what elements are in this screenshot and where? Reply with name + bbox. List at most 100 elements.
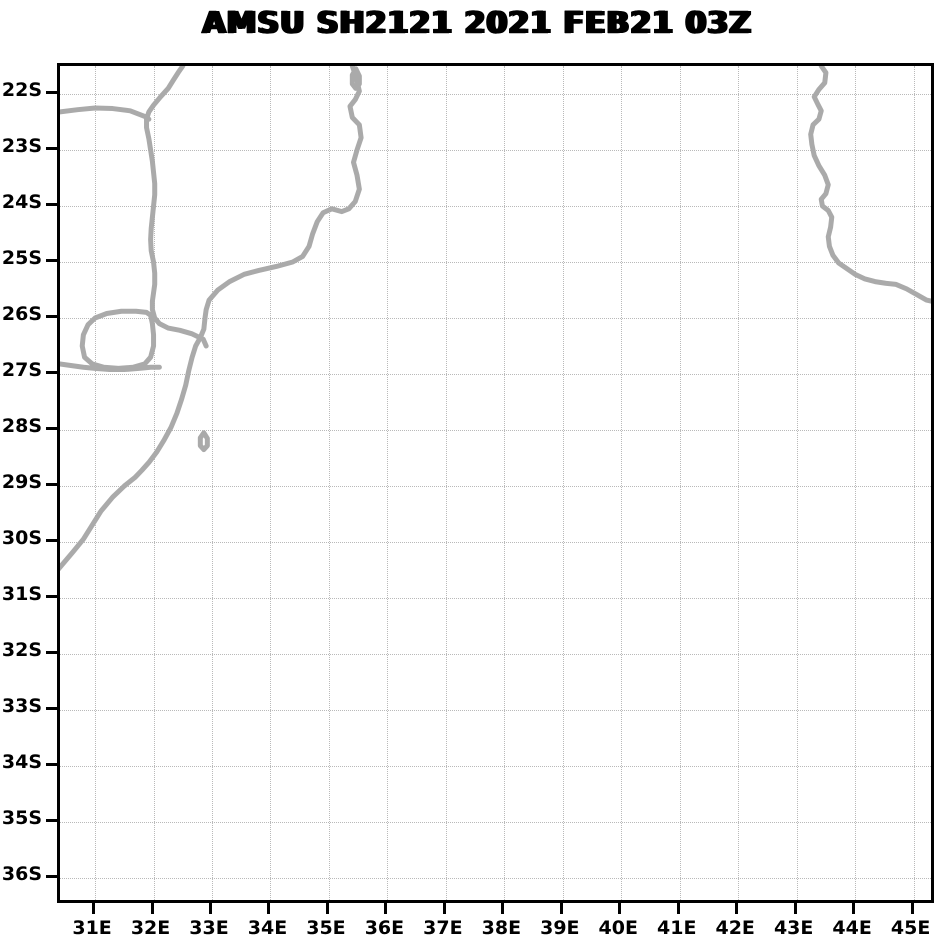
y-tick-24s [46, 203, 57, 206]
x-axis-label-42e: 42E [715, 917, 755, 939]
gridline-lon-36e [387, 66, 389, 900]
y-axis-label-32s: 32S [1, 639, 42, 661]
x-axis-label-40e: 40E [598, 917, 638, 939]
y-tick-32s [46, 651, 57, 654]
gridline-lon-35e [328, 66, 330, 900]
y-axis-label-33s: 33S [1, 695, 42, 717]
x-tick-31e [92, 903, 96, 914]
x-axis-label-35e: 35E [306, 917, 346, 939]
gridline-lat-28s [60, 430, 931, 431]
y-tick-25s [46, 259, 57, 262]
gridline-lat-36s [60, 878, 931, 879]
x-tick-33e [209, 903, 212, 914]
coastline-layer [60, 66, 931, 572]
gridline-lon-45e [913, 66, 915, 900]
y-axis-label-31s: 31S [1, 583, 42, 605]
border-zambezi-west [60, 105, 152, 122]
gridline-lon-41e [679, 66, 681, 900]
x-tick-35e [325, 903, 329, 914]
x-tick-43e [793, 903, 797, 914]
x-tick-36e [384, 903, 388, 914]
y-tick-27s [46, 371, 57, 374]
gridline-lon-33e [212, 66, 213, 900]
x-tick-40e [618, 903, 622, 914]
y-axis-label-35s: 35S [1, 807, 42, 829]
y-axis-label-27s: 27S [1, 359, 42, 381]
gridline-lat-34s [60, 766, 931, 767]
y-axis-label-25s: 25S [1, 247, 42, 269]
y-tick-23s [46, 147, 57, 150]
x-axis-label-41e: 41E [657, 917, 697, 939]
gridline-lat-23s [60, 150, 931, 151]
gridline-lon-37e [445, 66, 447, 900]
gridline-lat-33s [60, 710, 931, 711]
x-axis-label-38e: 38E [481, 917, 522, 939]
gridline-lat-30s [60, 542, 931, 543]
y-axis-label-23s: 23S [1, 135, 42, 157]
x-tick-37e [442, 903, 446, 914]
x-tick-42e [735, 903, 739, 914]
coastline-madagascar-west [808, 66, 931, 304]
border-south-africa-inland [60, 361, 162, 373]
y-tick-29s [46, 483, 57, 486]
gridline-lat-22s [60, 94, 931, 95]
x-axis-label-32e: 32E [130, 917, 171, 939]
border-mozambique-zimbabwe-south-africa [144, 66, 209, 349]
y-tick-22s [46, 91, 57, 94]
gridline-lon-38e [504, 66, 506, 900]
y-tick-26s [46, 315, 57, 318]
x-axis-label-33e: 33E [189, 917, 229, 939]
y-tick-31s [46, 595, 57, 598]
y-axis-label-34s: 34S [1, 751, 42, 773]
gridline-lon-40e [621, 66, 623, 900]
x-axis-label-44e: 44E [832, 917, 872, 939]
y-tick-33s [46, 707, 57, 710]
y-tick-36s [46, 875, 57, 878]
x-tick-41e [676, 903, 680, 914]
island-inhaca-lagoon [197, 430, 210, 453]
x-axis-label-31e: 31E [72, 917, 112, 939]
island-bazaruto [349, 66, 362, 91]
y-axis-label-30s: 30S [1, 527, 42, 549]
y-tick-34s [46, 763, 57, 766]
x-tick-32e [150, 903, 154, 914]
y-tick-35s [46, 819, 57, 822]
gridline-lon-44e [855, 66, 857, 900]
x-axis-label-34e: 34E [247, 917, 288, 939]
x-axis-label-36e: 36E [364, 917, 405, 939]
gridline-lat-24s [60, 206, 931, 207]
page-title: AMSU SH2121 2021 FEB21 03Z [201, 6, 751, 41]
gridline-lon-42e [738, 66, 740, 900]
y-axis-label-28s: 28S [1, 415, 42, 437]
gridline-lat-35s [60, 822, 931, 823]
gridline-lon-32e [153, 66, 155, 900]
map-plot-area [60, 66, 931, 900]
gridline-lon-43e [796, 66, 798, 900]
gridline-lon-31e [95, 66, 97, 900]
y-axis-label-22s: 22S [1, 79, 42, 101]
map-plot-frame [57, 63, 934, 903]
coastline-mozambique-east-africa [60, 66, 364, 572]
y-axis-label-24s: 24S [1, 191, 42, 213]
gridline-lat-25s [60, 262, 931, 263]
gridline-lat-32s [60, 654, 931, 655]
x-tick-44e [852, 903, 856, 914]
gridline-lon-39e [562, 66, 564, 900]
x-tick-38e [501, 903, 505, 914]
gridline-lon-34e [270, 66, 272, 900]
y-axis-label-29s: 29S [1, 471, 42, 493]
x-tick-39e [559, 903, 563, 914]
y-tick-28s [46, 427, 57, 430]
y-axis-label-36s: 36S [1, 863, 42, 885]
x-axis-label-37e: 37E [423, 917, 463, 939]
gridline-lat-27s [60, 374, 931, 375]
x-tick-34e [267, 903, 271, 914]
border-eswatini [79, 308, 157, 371]
y-axis-label-26s: 26S [1, 303, 42, 325]
x-axis-label-39e: 39E [540, 917, 580, 939]
gridline-lat-29s [60, 486, 931, 487]
gridline-lat-31s [60, 598, 931, 599]
x-tick-45e [910, 903, 914, 914]
gridline-lat-26s [60, 318, 931, 319]
